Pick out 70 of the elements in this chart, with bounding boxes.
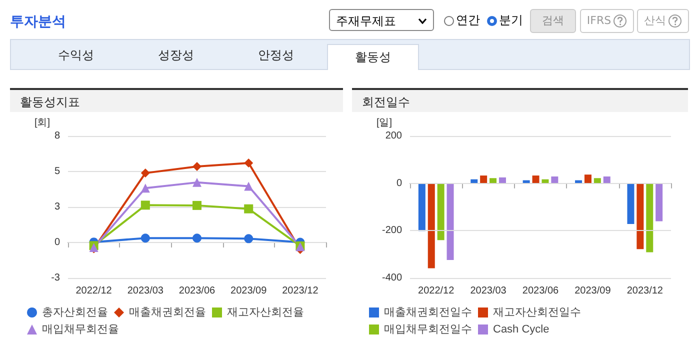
point: [140, 200, 150, 210]
text: 주재무제표: [329, 9, 434, 31]
bar: [636, 183, 644, 250]
y-tick-label: -400: [382, 272, 402, 284]
y-tick-label: 8: [54, 130, 60, 142]
y-axis-title: [일]: [376, 118, 392, 128]
bar: [446, 183, 454, 260]
y-tick-label: 200: [385, 130, 402, 142]
x-tick-label: 2022/12: [76, 286, 112, 296]
point: [244, 158, 254, 168]
legend-label: 재고자산회전일수: [493, 306, 581, 318]
point: [244, 234, 254, 244]
x-tick-label: 2023/12: [626, 286, 664, 296]
legend-label: 매출채권회전율: [129, 306, 206, 318]
point: [140, 168, 150, 178]
x-tick-label: 2023/06: [522, 286, 560, 296]
x-tick-label: 2023/03: [127, 286, 164, 296]
y-tick-label: -3: [51, 272, 60, 284]
bar: [656, 183, 663, 222]
x-tick-label: 2022/12: [418, 286, 455, 296]
y-tick-label: -200: [382, 225, 402, 236]
bar: [480, 176, 488, 184]
point: [244, 182, 254, 191]
text: 검색: [530, 9, 576, 33]
point: [192, 178, 202, 187]
bar: [551, 176, 558, 184]
y-tick-label: 0: [54, 237, 60, 248]
point: [140, 234, 150, 243]
text: 산식: [644, 14, 666, 27]
bar: [584, 174, 592, 184]
y-tick-label: 3: [54, 202, 60, 212]
chart-title: 활동성지표: [10, 88, 343, 112]
text: 성장성: [157, 47, 195, 64]
x-tick-label: 2023/06: [178, 286, 216, 296]
bar: [498, 177, 506, 184]
x-tick-label: 2023/03: [470, 286, 507, 296]
point: [192, 200, 202, 210]
legend-label: Cash Cycle: [493, 324, 550, 336]
x-tick-label: 2023/09: [574, 286, 612, 296]
legend-label: 매입채무회전율: [42, 324, 119, 336]
x-tick-label: 2023/09: [230, 286, 268, 296]
bar: [603, 176, 610, 184]
y-axis-title: [회]: [34, 118, 50, 128]
bar: [594, 178, 601, 184]
text: 활동성: [327, 44, 419, 70]
point: [192, 162, 202, 172]
bar: [428, 183, 435, 268]
legend-label: 재고자산회전율: [227, 306, 304, 318]
bar: [532, 176, 540, 184]
text: 안정성: [257, 47, 295, 64]
legend-label: 매입채무회전일수: [384, 324, 472, 336]
y-tick-label: 0: [396, 178, 402, 189]
text: 분기: [499, 13, 523, 27]
x-tick-label: 2023/12: [282, 286, 319, 296]
bar: [646, 183, 654, 252]
point: [192, 234, 202, 243]
text: 투자분석: [10, 13, 66, 31]
y-tick-label: 5: [54, 166, 60, 177]
text: 연간: [456, 13, 480, 27]
legend-label: 매출채권회전일수: [384, 306, 472, 318]
text: 수익성: [57, 47, 95, 64]
legend-label: 총자산회전율: [42, 306, 108, 318]
point: [244, 204, 254, 214]
point: [140, 184, 150, 193]
bar: [490, 178, 497, 184]
chart-title: 회전일수: [352, 88, 688, 112]
bar: [437, 183, 444, 240]
bar: [418, 183, 426, 232]
text: IFRS: [586, 14, 612, 27]
bar: [627, 183, 634, 224]
